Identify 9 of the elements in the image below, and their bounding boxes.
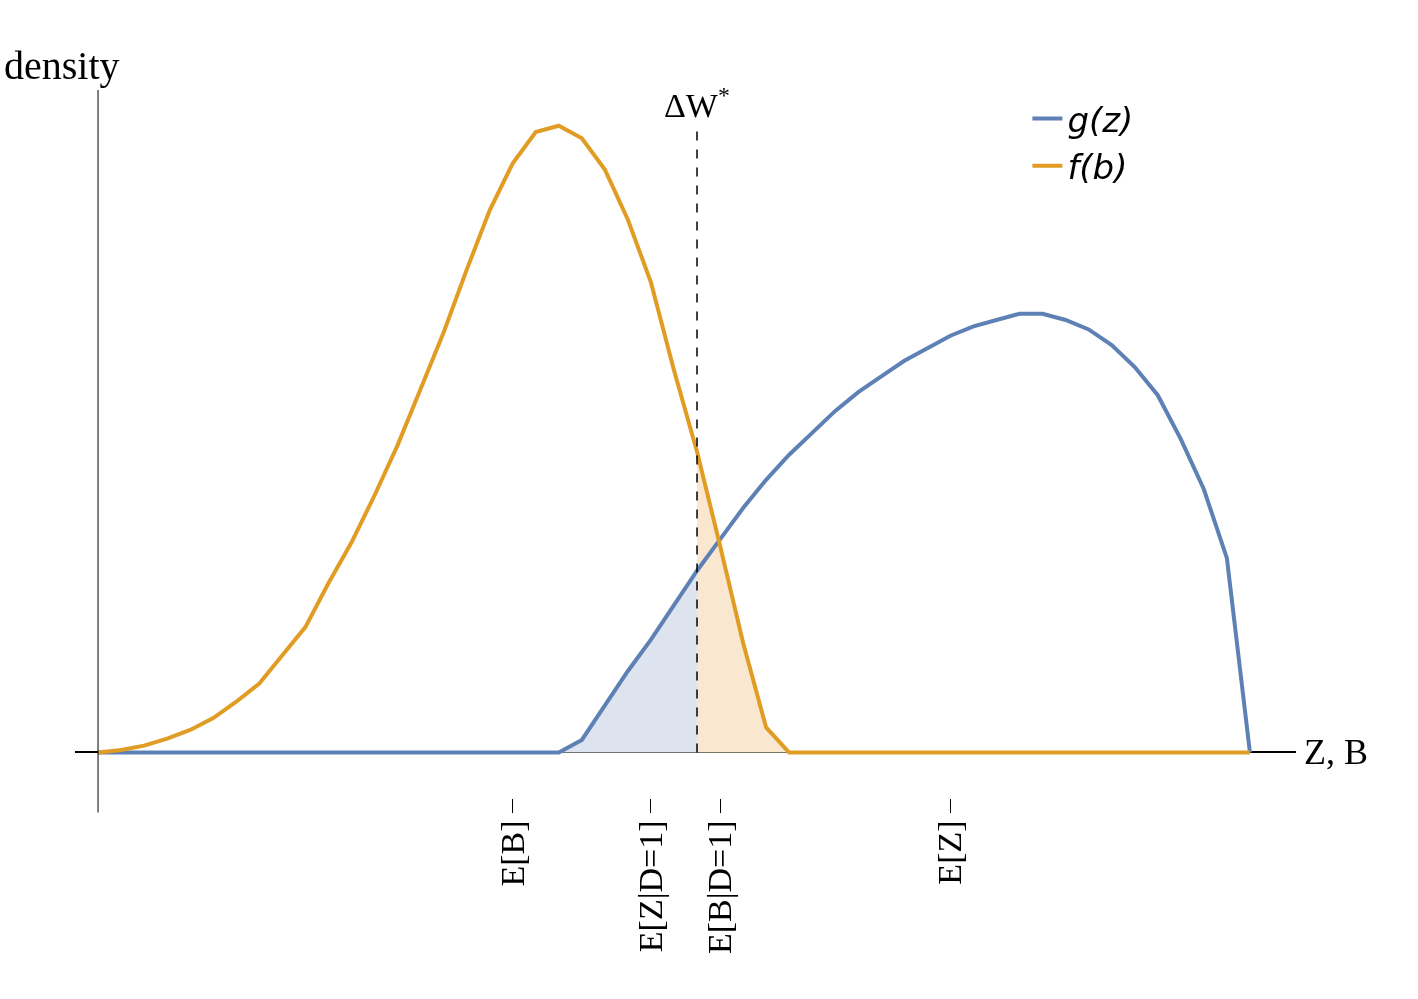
x-tick-label: E[B|D=1] xyxy=(701,820,739,955)
legend-label: g(z) xyxy=(1067,99,1134,140)
legend-label: f(b) xyxy=(1067,147,1128,188)
text: ΔW$^{*}$ xyxy=(664,82,730,125)
x-tick-label: E[B] xyxy=(493,820,531,887)
y-axis-title: density xyxy=(4,43,120,88)
x-tick-label: E[Z|D=1] xyxy=(631,820,669,953)
x-axis-title: Z, B xyxy=(1304,732,1369,772)
x-tick-label: E[Z] xyxy=(931,820,969,885)
